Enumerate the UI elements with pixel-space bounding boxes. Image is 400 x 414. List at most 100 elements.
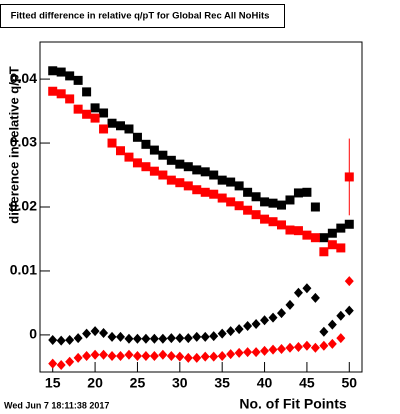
square-marker <box>200 187 210 197</box>
x-axis-label: No. of Fit Points <box>239 396 347 412</box>
diamond-marker <box>90 326 100 337</box>
square-marker <box>293 188 303 198</box>
diamond-marker <box>158 333 168 344</box>
y-tick-label: 0.02 <box>10 198 37 214</box>
square-marker <box>277 200 286 210</box>
diamond-marker <box>90 349 100 360</box>
diamond-marker <box>277 308 286 319</box>
square-marker <box>336 223 346 233</box>
diamond-marker <box>56 335 66 346</box>
diamond-marker <box>183 333 193 344</box>
diamond-marker <box>99 349 109 360</box>
square-marker <box>260 197 270 207</box>
square-marker <box>336 243 346 253</box>
diamond-marker <box>48 335 58 346</box>
square-marker <box>226 177 236 187</box>
diamond-marker <box>251 347 261 358</box>
square-marker <box>124 124 134 134</box>
diamond-marker <box>141 351 151 362</box>
diamond-marker <box>293 342 303 353</box>
diamond-marker <box>336 310 346 321</box>
diamond-marker <box>82 328 92 339</box>
diamond-marker <box>149 351 159 362</box>
diamond-marker <box>243 347 253 358</box>
x-tick-label: 20 <box>87 375 103 391</box>
y-tick-label: 0.04 <box>10 70 37 86</box>
square-marker <box>56 89 66 99</box>
diamond-marker <box>175 333 185 344</box>
y-axis-label: difference in relative q/pT <box>6 66 21 224</box>
diamond-marker <box>319 340 329 351</box>
square-marker <box>141 162 151 172</box>
square-marker <box>310 202 320 212</box>
y-tick-label: 0.01 <box>10 262 37 278</box>
diamond-marker <box>302 340 312 351</box>
diamond-marker <box>73 333 83 344</box>
square-marker <box>166 155 176 165</box>
square-marker <box>302 187 312 197</box>
footer-date: Wed Jun 7 18:11:38 2017 <box>4 400 109 410</box>
square-marker <box>192 185 202 195</box>
square-marker <box>141 139 151 149</box>
square-marker <box>192 165 202 175</box>
y-tick-label: 0.03 <box>10 134 37 150</box>
x-tick-label: 25 <box>130 375 146 391</box>
diamond-marker <box>277 343 286 354</box>
square-marker <box>344 219 354 229</box>
square-marker <box>285 225 295 235</box>
diamond-marker <box>268 344 278 355</box>
diamond-marker <box>226 349 236 360</box>
diamond-marker <box>132 333 142 344</box>
square-marker <box>48 66 58 76</box>
square-marker <box>251 210 261 220</box>
square-marker <box>319 247 329 257</box>
square-marker <box>73 104 83 114</box>
diamond-marker <box>293 287 303 298</box>
diamond-marker <box>124 349 134 360</box>
diamond-marker <box>327 338 337 349</box>
diamond-marker <box>141 333 151 344</box>
square-marker <box>251 192 261 202</box>
x-tick-label: 35 <box>214 375 230 391</box>
square-marker <box>183 162 193 172</box>
diamond-marker <box>192 331 202 342</box>
square-marker <box>344 172 354 182</box>
square-marker <box>149 166 159 176</box>
diamond-marker <box>116 351 125 362</box>
square-marker <box>268 198 278 208</box>
diamond-marker <box>166 333 176 344</box>
diamond-marker <box>149 333 159 344</box>
square-marker <box>90 103 100 113</box>
square-marker <box>90 113 100 123</box>
diamond-marker <box>310 342 320 353</box>
square-marker <box>200 167 210 177</box>
diamond-marker <box>217 328 227 339</box>
diamond-marker <box>65 356 75 367</box>
diamond-marker <box>82 351 92 362</box>
diamond-marker <box>209 331 219 342</box>
diamond-marker <box>260 345 270 356</box>
square-marker <box>116 146 125 156</box>
square-marker <box>234 201 244 211</box>
diamond-marker <box>310 292 320 303</box>
y-tick-label: 0 <box>29 326 37 342</box>
square-marker <box>175 178 185 188</box>
diamond-marker <box>319 326 329 337</box>
diamond-marker <box>243 320 253 331</box>
square-marker <box>327 240 337 250</box>
square-marker <box>183 181 193 191</box>
diamond-marker <box>217 351 227 362</box>
square-marker <box>65 94 75 104</box>
diamond-marker <box>344 305 354 316</box>
square-marker <box>124 152 134 162</box>
square-marker <box>302 230 312 240</box>
square-marker <box>82 87 92 97</box>
square-marker <box>73 75 83 85</box>
diamond-marker <box>209 351 219 362</box>
square-marker <box>166 175 176 185</box>
x-tick-label: 50 <box>342 375 358 391</box>
diamond-marker <box>116 331 125 342</box>
square-marker <box>260 214 270 224</box>
square-marker <box>132 132 142 142</box>
